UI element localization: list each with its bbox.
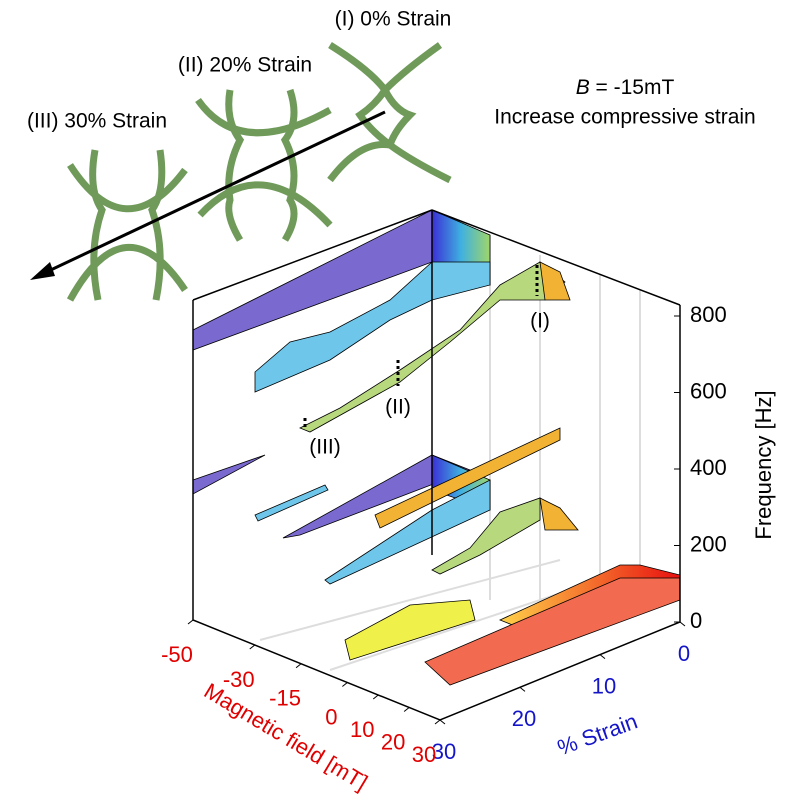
x-tick bbox=[342, 682, 348, 687]
y-tick bbox=[679, 621, 686, 627]
band bbox=[539, 497, 579, 531]
band bbox=[344, 599, 476, 661]
y-axis-title: % Strain bbox=[554, 708, 641, 760]
field-value: = -15mT bbox=[590, 76, 675, 99]
y-tick-label: 30 bbox=[432, 739, 456, 764]
lattice-20 bbox=[195, 88, 333, 242]
x-tick bbox=[372, 694, 379, 700]
z-tick-label: 0 bbox=[690, 608, 702, 633]
field-note: B = -15mT bbox=[576, 76, 675, 99]
marker-label: (I) bbox=[530, 310, 550, 333]
z-tick-label: 400 bbox=[690, 455, 727, 480]
band bbox=[324, 479, 491, 585]
x-tick-label: 30 bbox=[412, 742, 436, 767]
surfaces bbox=[192, 209, 681, 686]
x-tick bbox=[434, 719, 441, 725]
y-tick-label: 10 bbox=[592, 673, 616, 698]
markers bbox=[303, 265, 539, 430]
state-label: (III) 30% Strain bbox=[27, 110, 167, 133]
band bbox=[431, 497, 541, 575]
z-tick-label: 800 bbox=[690, 302, 727, 327]
x-tick bbox=[403, 707, 410, 712]
strain-arrow bbox=[37, 110, 386, 278]
y-tick-label: 20 bbox=[512, 706, 536, 731]
y-tick-label: 0 bbox=[678, 641, 690, 666]
lattice-30 bbox=[66, 149, 188, 302]
band bbox=[374, 427, 561, 529]
state-label: (I) 0% Strain bbox=[335, 8, 452, 31]
x-tick-label: 10 bbox=[350, 717, 374, 742]
x-tick-label: -50 bbox=[161, 642, 193, 667]
x-tick bbox=[295, 663, 302, 669]
direction-note: Increase compressive strain bbox=[494, 106, 755, 129]
lattice-drawings bbox=[30, 42, 452, 302]
marker-label: (III) bbox=[309, 436, 341, 459]
x-tick-label: -30 bbox=[223, 667, 255, 692]
band bbox=[192, 454, 266, 495]
y-tick bbox=[519, 686, 526, 692]
band bbox=[254, 484, 329, 522]
z-axis-title: Frequency [Hz] bbox=[751, 390, 776, 539]
x-tick-label: -15 bbox=[269, 686, 301, 711]
y-tick bbox=[439, 719, 446, 725]
band bbox=[539, 261, 571, 301]
x-tick-label: 0 bbox=[325, 704, 337, 729]
arrow-head bbox=[30, 262, 55, 280]
x-tick-label: 20 bbox=[381, 729, 405, 754]
z-tick-label: 600 bbox=[690, 378, 727, 403]
band bbox=[192, 209, 433, 351]
z-tick-label: 200 bbox=[690, 531, 727, 556]
x-tick bbox=[249, 644, 256, 650]
marker-label: (II) bbox=[385, 396, 411, 419]
y-tick bbox=[599, 654, 606, 660]
band bbox=[424, 577, 681, 686]
lattice-0 bbox=[327, 42, 452, 184]
x-tick bbox=[187, 619, 194, 625]
field-symbol: B bbox=[576, 76, 590, 99]
state-label: (II) 20% Strain bbox=[178, 54, 312, 77]
